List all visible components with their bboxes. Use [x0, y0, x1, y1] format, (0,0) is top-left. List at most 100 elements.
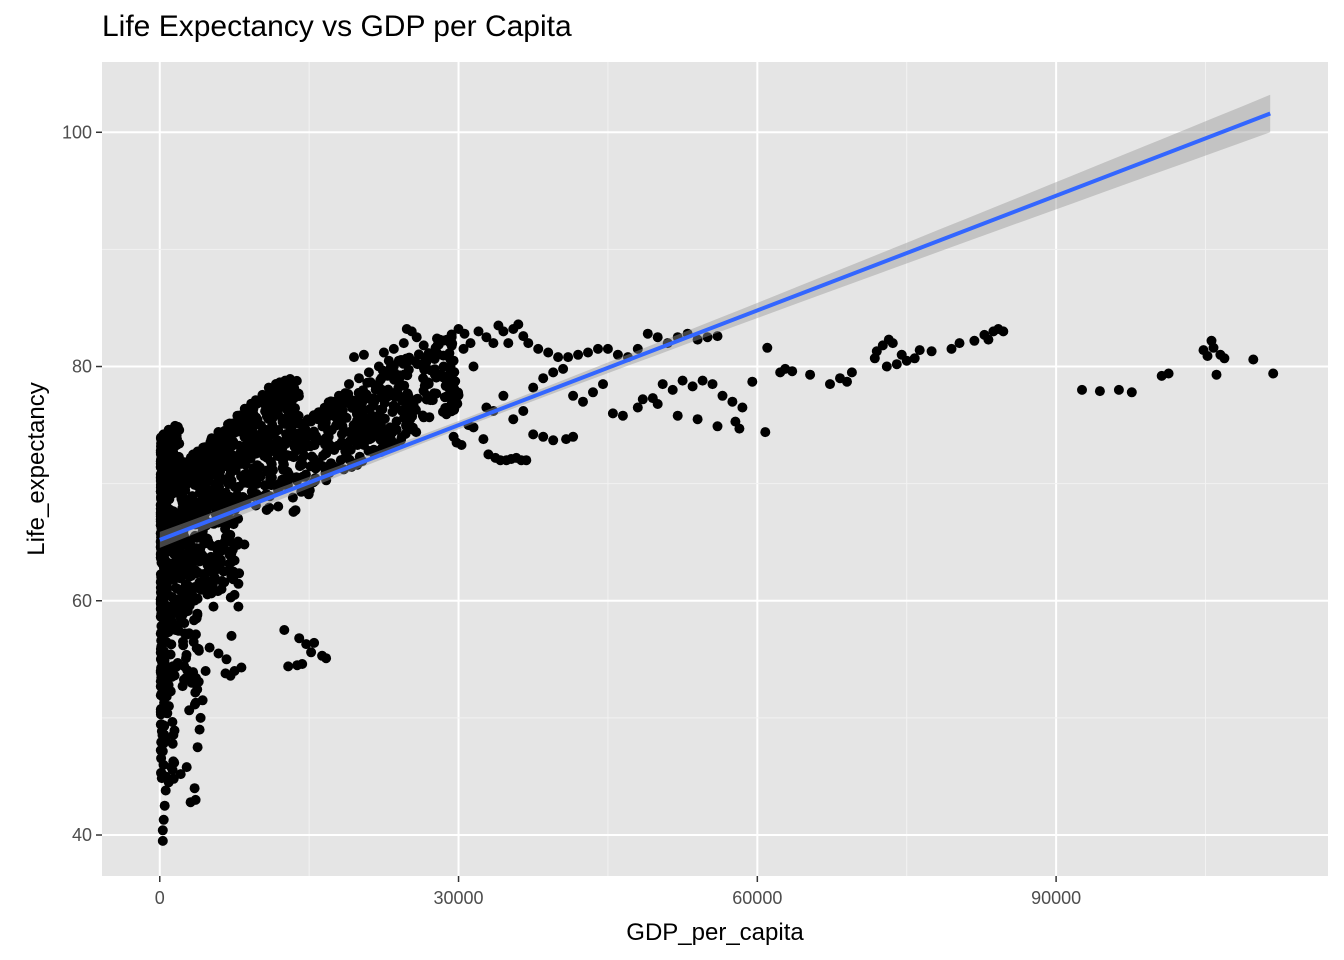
data-point	[177, 476, 188, 487]
data-point	[167, 765, 178, 775]
data-point	[191, 543, 202, 554]
data-point	[181, 762, 192, 773]
data-point	[379, 387, 390, 398]
data-point	[157, 690, 168, 700]
y-tick-label: 40	[72, 825, 92, 845]
data-point	[273, 501, 284, 512]
data-point	[1219, 353, 1230, 364]
data-point	[914, 345, 925, 356]
data-point	[521, 455, 532, 466]
data-point	[498, 326, 509, 337]
data-point	[363, 367, 374, 378]
data-point	[309, 637, 320, 648]
data-point	[171, 594, 182, 605]
data-point	[687, 381, 698, 392]
data-point	[270, 438, 280, 449]
data-point	[1202, 351, 1213, 361]
data-point	[642, 328, 653, 339]
data-point	[243, 425, 253, 435]
x-tick-label: 90000	[1031, 888, 1081, 908]
data-point	[157, 835, 168, 846]
data-point	[377, 404, 388, 415]
data-point	[712, 421, 723, 432]
data-point	[324, 411, 334, 422]
data-point	[306, 647, 317, 658]
data-point	[236, 457, 247, 467]
data-point	[350, 423, 361, 434]
data-point	[233, 601, 244, 612]
data-point	[199, 538, 210, 549]
data-point	[156, 703, 167, 714]
data-point	[294, 633, 305, 644]
data-point	[390, 392, 401, 403]
data-point	[315, 435, 325, 446]
data-point	[166, 618, 177, 629]
data-point	[842, 376, 852, 387]
data-point	[456, 440, 467, 450]
data-point	[233, 481, 244, 492]
data-point	[891, 359, 902, 370]
data-point	[187, 561, 197, 571]
data-point	[558, 363, 569, 374]
data-point	[391, 424, 402, 435]
data-point	[672, 410, 683, 421]
data-point	[221, 519, 232, 530]
data-point	[236, 443, 247, 454]
data-point	[354, 373, 364, 384]
data-point	[692, 334, 703, 345]
data-point	[881, 361, 892, 372]
data-point	[189, 699, 200, 710]
data-point	[391, 416, 402, 427]
data-point	[155, 745, 166, 756]
data-point	[447, 338, 458, 349]
data-point	[523, 338, 534, 349]
data-point	[210, 480, 221, 491]
data-point	[548, 435, 559, 446]
data-point	[156, 458, 167, 469]
data-point	[255, 471, 266, 482]
data-point	[233, 578, 244, 589]
data-point	[383, 355, 394, 366]
data-point	[429, 389, 440, 399]
data-point	[223, 450, 234, 460]
data-point	[692, 414, 703, 425]
data-point	[159, 441, 170, 452]
data-point	[225, 529, 236, 540]
data-point	[734, 423, 745, 434]
data-point	[208, 601, 219, 612]
data-point	[161, 525, 172, 536]
data-point	[161, 472, 172, 483]
data-point	[172, 421, 183, 432]
data-point	[220, 501, 231, 512]
data-point	[156, 669, 167, 680]
data-point	[453, 387, 464, 398]
data-point	[351, 431, 362, 442]
data-point	[166, 505, 176, 516]
data-point	[193, 645, 204, 656]
data-point	[632, 343, 643, 354]
data-point	[428, 349, 439, 360]
data-point	[228, 519, 239, 530]
data-point	[209, 468, 220, 479]
data-point	[583, 347, 593, 358]
data-point	[213, 648, 224, 659]
data-point	[300, 469, 311, 480]
data-point	[946, 343, 957, 354]
data-point	[160, 785, 171, 796]
data-point	[155, 449, 166, 460]
data-point	[279, 625, 290, 635]
data-point	[378, 347, 389, 358]
data-point	[156, 654, 167, 665]
data-point	[177, 570, 187, 581]
data-point	[175, 515, 186, 526]
data-point	[283, 661, 294, 672]
data-point	[158, 814, 169, 825]
data-point	[221, 654, 232, 665]
data-point	[652, 332, 663, 343]
data-point	[255, 429, 266, 440]
data-point	[365, 377, 376, 388]
data-point	[617, 410, 628, 421]
data-point	[518, 331, 529, 342]
data-point	[543, 347, 554, 358]
data-point	[737, 402, 748, 413]
